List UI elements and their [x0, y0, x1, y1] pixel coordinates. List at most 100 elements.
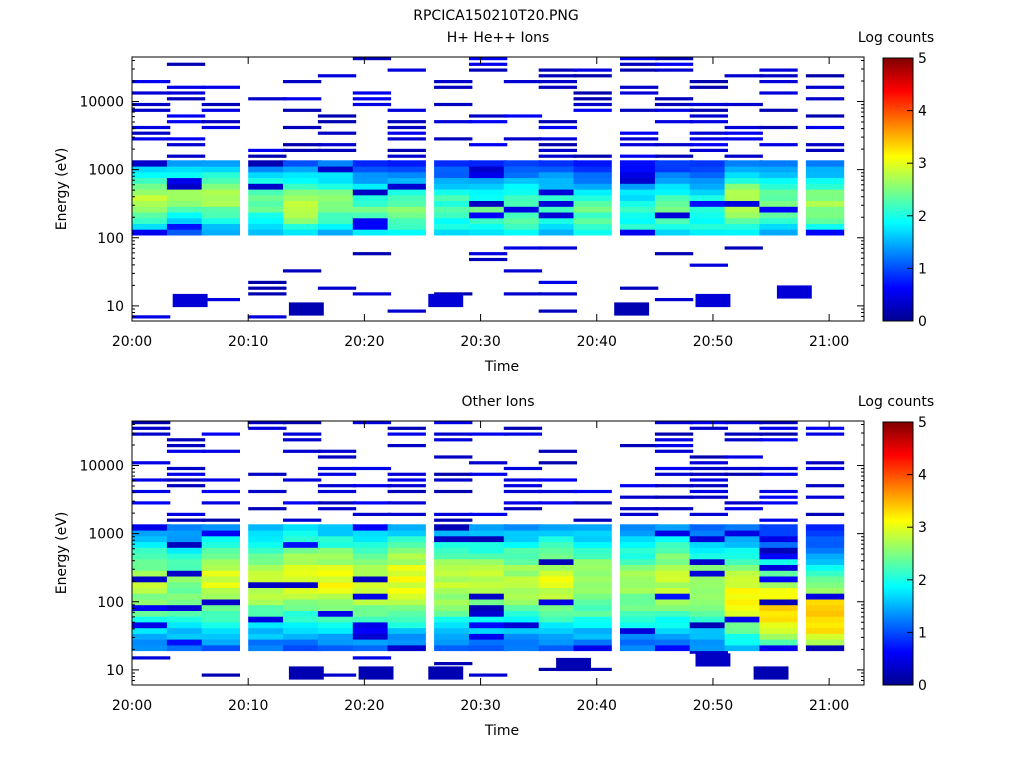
heatmap-cell: [759, 217, 798, 224]
heatmap-cell: [352, 644, 392, 652]
heatmap-cell: [283, 183, 322, 190]
heatmap-cell: [724, 102, 763, 107]
heatmap-cell: [317, 120, 357, 124]
heatmap-cell: [620, 131, 659, 135]
heatmap-cell: [283, 541, 322, 548]
heatmap-cell: [166, 189, 206, 196]
heatmap-cell: [689, 206, 728, 213]
heatmap-cell: [538, 598, 577, 606]
heatmap-cell: [317, 206, 357, 213]
heatmap-cell: [573, 489, 612, 494]
heatmap-cell: [620, 68, 659, 72]
heatmap-cell: [503, 564, 543, 571]
heatmap-cell: [283, 570, 322, 577]
heatmap-cell: [538, 478, 577, 482]
heatmap-cell: [387, 484, 426, 488]
heatmap-cell: [689, 217, 728, 224]
heatmap-cell: [689, 576, 728, 583]
heatmap-cell: [538, 143, 577, 147]
heatmap-cell: [201, 576, 240, 583]
heatmap-cell: [248, 200, 287, 207]
heatmap-cell: [503, 570, 543, 577]
heatmap-cell: [132, 576, 171, 583]
heatmap-cell: [434, 137, 473, 141]
heatmap-cell: [248, 621, 287, 629]
heatmap-cell: [654, 484, 694, 488]
heatmap-cell: [317, 194, 357, 201]
heatmap-cell: [387, 598, 426, 606]
heatmap-cell: [387, 223, 426, 230]
heatmap-cell: [201, 639, 240, 646]
heatmap-cell: [132, 102, 171, 107]
heatmap-cell: [434, 576, 473, 583]
heatmap-cell: [166, 143, 206, 147]
heatmap-cell: [724, 472, 763, 476]
heatmap-cell: [248, 570, 287, 577]
heatmap-cell: [469, 576, 508, 583]
heatmap-cell: [387, 171, 426, 179]
heatmap-cell: [132, 229, 171, 236]
heatmap-cell: [654, 229, 694, 236]
heatmap-cell: [166, 223, 206, 230]
heatmap-cell: [352, 616, 392, 623]
heatmap-cell: [283, 200, 322, 207]
heatmap-cell: [805, 530, 845, 537]
heatmap-cell: [317, 633, 357, 640]
heatmap-cell: [759, 166, 798, 173]
heatmap-cell: [387, 125, 426, 130]
heatmap-cell: [503, 633, 543, 640]
heatmap-cell: [166, 206, 206, 213]
heatmap-cell: [132, 581, 171, 588]
heatmap-cell: [434, 627, 473, 634]
heatmap-cell: [620, 558, 659, 565]
heatmap-cell: [132, 315, 171, 319]
heatmap-cell: [469, 177, 508, 184]
heatmap-cell: [352, 171, 392, 179]
heatmap-cell: [573, 610, 612, 617]
heatmap-cell: [573, 189, 612, 196]
heatmap-cell: [503, 166, 543, 173]
heatmap-cell: [805, 97, 845, 101]
heatmap-cell: [689, 512, 728, 516]
heatmap-cell: [387, 593, 426, 600]
heatmap-cell: [201, 206, 240, 213]
heatmap-cell: [434, 160, 473, 167]
heatmap-cell: [387, 587, 426, 594]
heatmap-cell: [805, 553, 845, 560]
heatmap-cell: [352, 656, 392, 660]
heatmap-cell: [434, 455, 473, 459]
heatmap-cell: [317, 229, 357, 236]
heatmap-cell: [434, 564, 473, 571]
heatmap-cell: [132, 610, 171, 617]
heatmap-cell: [689, 633, 728, 640]
heatmap-cell: [283, 80, 322, 84]
heatmap-cell: [620, 610, 659, 617]
x-tick-label: 20:50: [693, 698, 733, 714]
heatmap-cell: [724, 466, 763, 471]
heatmap-cell: [689, 558, 728, 565]
heatmap-cell: [132, 541, 171, 548]
heatmap-cell: [654, 183, 694, 190]
heatmap-cell: [724, 604, 763, 611]
heatmap-cell: [805, 587, 845, 594]
colorbar-tick-label: 3: [918, 520, 927, 536]
heatmap-cell: [166, 478, 206, 482]
heatmap-cell: [538, 644, 577, 652]
heatmap-cell: [469, 114, 508, 118]
heatmap-cell: [248, 535, 287, 543]
heatmap-cell: [654, 62, 694, 66]
heatmap-cell: [283, 438, 322, 442]
heatmap-cell: [387, 541, 426, 548]
heatmap-cell: [689, 189, 728, 196]
heatmap-cell: [503, 212, 543, 219]
heatmap-cell: [132, 223, 171, 230]
heatmap-cell: [689, 137, 728, 141]
heatmap-cell: [248, 166, 287, 173]
heatmap-cell: [248, 524, 287, 531]
heatmap-cell: [573, 553, 612, 560]
heatmap-cell: [387, 131, 426, 135]
heatmap-cell: [620, 160, 659, 167]
heatmap-cell: [573, 621, 612, 629]
heatmap-cell: [469, 194, 508, 201]
